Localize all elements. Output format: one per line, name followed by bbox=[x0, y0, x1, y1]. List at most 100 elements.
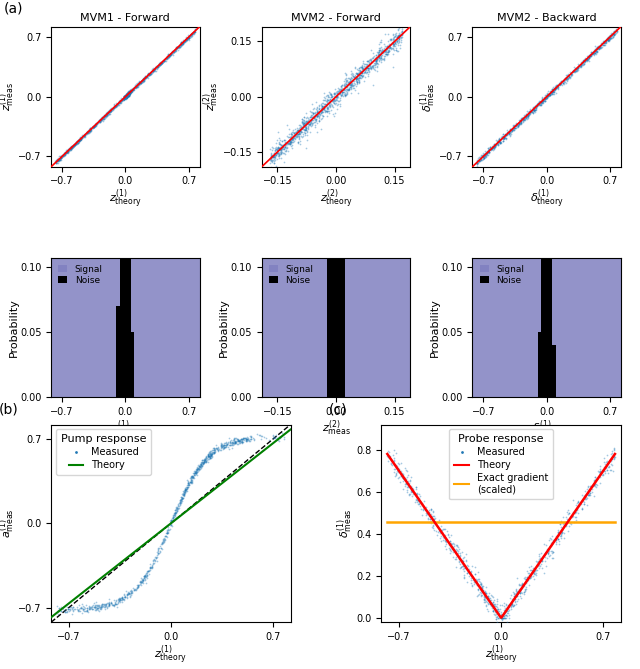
Point bbox=[370, 59, 380, 70]
Point bbox=[109, 600, 119, 611]
Point bbox=[120, 92, 130, 102]
Point bbox=[120, 91, 131, 102]
Bar bbox=[312, 0, 316, 397]
Point bbox=[326, 98, 337, 109]
Point bbox=[180, 486, 191, 496]
Point bbox=[62, 146, 72, 157]
Point bbox=[221, 438, 231, 449]
Point bbox=[124, 87, 134, 98]
Point bbox=[558, 512, 568, 522]
Point bbox=[71, 138, 81, 149]
Point bbox=[353, 68, 363, 78]
Point bbox=[538, 96, 548, 106]
Point bbox=[339, 86, 349, 97]
Point bbox=[284, 138, 294, 149]
Point bbox=[295, 128, 305, 139]
Point bbox=[488, 142, 498, 153]
Point bbox=[148, 559, 158, 569]
Point bbox=[172, 42, 182, 53]
Point bbox=[592, 44, 602, 55]
Point bbox=[287, 140, 298, 151]
Point bbox=[256, 431, 266, 442]
Point bbox=[164, 49, 175, 60]
Point bbox=[532, 565, 542, 575]
Point bbox=[210, 445, 220, 456]
Point bbox=[532, 555, 543, 566]
Point bbox=[122, 90, 132, 100]
Point bbox=[589, 480, 599, 490]
Point bbox=[345, 78, 355, 89]
Point bbox=[566, 70, 576, 81]
Point bbox=[476, 154, 486, 165]
Point bbox=[346, 87, 356, 98]
Point bbox=[319, 92, 329, 103]
Point bbox=[321, 100, 331, 111]
Point bbox=[175, 40, 185, 51]
Point bbox=[285, 137, 296, 148]
Point bbox=[236, 436, 246, 446]
Point bbox=[76, 602, 86, 613]
Point bbox=[84, 604, 95, 615]
Point bbox=[119, 94, 129, 104]
Point bbox=[319, 103, 330, 114]
Point bbox=[550, 535, 561, 545]
Point bbox=[127, 84, 138, 95]
Point bbox=[516, 587, 526, 597]
Point bbox=[397, 468, 407, 479]
Point bbox=[124, 88, 134, 99]
Bar bbox=[472, 3, 476, 397]
Point bbox=[117, 593, 127, 603]
Point bbox=[100, 601, 110, 611]
Point bbox=[349, 78, 359, 89]
Point bbox=[611, 27, 621, 38]
Point bbox=[452, 545, 463, 555]
Point bbox=[541, 88, 552, 99]
Point bbox=[291, 125, 301, 136]
Point bbox=[493, 604, 504, 615]
Point bbox=[267, 155, 277, 166]
Point bbox=[143, 69, 153, 80]
Point bbox=[292, 132, 302, 142]
Point bbox=[97, 114, 107, 124]
Bar bbox=[291, 0, 294, 397]
Point bbox=[525, 104, 536, 114]
Point bbox=[133, 79, 143, 90]
Point bbox=[170, 45, 180, 56]
Point bbox=[138, 76, 148, 87]
Point bbox=[135, 77, 145, 88]
Point bbox=[158, 57, 168, 68]
Point bbox=[466, 566, 476, 577]
Point bbox=[497, 613, 508, 624]
Point bbox=[279, 432, 289, 443]
Point bbox=[314, 114, 324, 125]
Point bbox=[125, 86, 135, 96]
Point bbox=[509, 122, 519, 133]
Point bbox=[196, 457, 207, 468]
Point bbox=[505, 130, 515, 140]
Point bbox=[292, 136, 303, 147]
Point bbox=[323, 94, 333, 105]
Point bbox=[392, 35, 403, 46]
Point bbox=[122, 89, 132, 100]
Point bbox=[225, 436, 235, 447]
Point bbox=[141, 570, 152, 581]
Point bbox=[496, 613, 506, 624]
Point bbox=[53, 155, 63, 165]
Point bbox=[594, 43, 604, 54]
Point bbox=[121, 91, 131, 102]
Bar bbox=[538, 332, 541, 397]
Point bbox=[299, 118, 309, 129]
Point bbox=[73, 134, 83, 145]
Point bbox=[159, 55, 170, 66]
Point bbox=[118, 593, 128, 604]
Point bbox=[394, 39, 404, 50]
Point bbox=[173, 41, 184, 52]
Point bbox=[61, 146, 72, 157]
Point bbox=[172, 506, 182, 517]
Point bbox=[116, 94, 127, 105]
Point bbox=[280, 146, 291, 157]
Point bbox=[474, 588, 484, 599]
Point bbox=[56, 153, 67, 163]
Point bbox=[500, 607, 511, 617]
Point bbox=[128, 84, 138, 94]
